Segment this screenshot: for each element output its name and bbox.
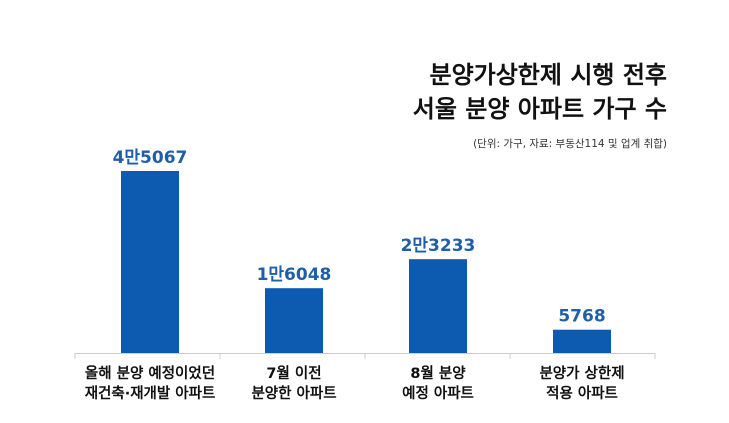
- category-label-1-line-2: 분양한 아파트: [251, 385, 336, 402]
- category-label-2-line-2: 예정 아파트: [402, 384, 474, 402]
- data-label-3: 5768: [558, 307, 605, 327]
- data-label-2: 2만3233: [401, 236, 476, 256]
- data-label-0: 4만5067: [113, 148, 188, 168]
- bar-1: [265, 288, 323, 353]
- category-label-1-line-1: 7월 이전: [266, 365, 321, 382]
- chart-title-line-2: 서울 분양 아파트 가구 수: [412, 95, 667, 123]
- category-label-0-line-1: 올해 분양 예정이었던: [85, 364, 215, 382]
- bar-0: [121, 171, 179, 353]
- category-label-3-line-2: 적용 아파트: [546, 384, 618, 402]
- chart-source-note: (단위: 가구, 자료: 부동산114 및 업계 취합): [473, 138, 667, 150]
- category-label-0-line-2: 재건축·재개발 아파트: [85, 385, 216, 402]
- bar-2: [409, 259, 467, 353]
- chart-title-line-1: 분양가상한제 시행 전후: [429, 61, 667, 89]
- data-label-1: 1만6048: [257, 265, 332, 285]
- chart-title: 분양가상한제 시행 전후 서울 분양 아파트 가구 수: [413, 58, 667, 126]
- bar-3: [553, 329, 611, 353]
- category-label-3-line-1: 분양가 상한제: [539, 365, 624, 382]
- category-label-2-line-1: 8월 분양: [410, 365, 466, 382]
